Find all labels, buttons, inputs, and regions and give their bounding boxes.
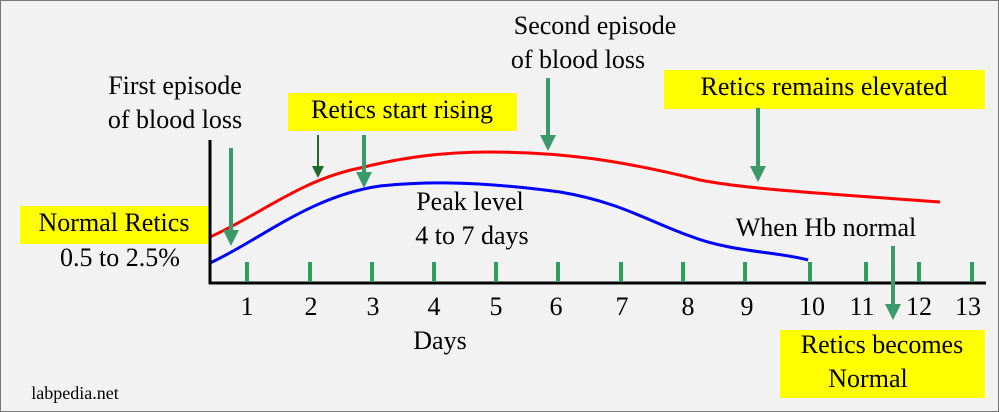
label: Retics becomes (801, 330, 963, 359)
red-curve (209, 150, 941, 239)
highlight-box (664, 70, 985, 109)
x-tick-label: 5 (490, 292, 503, 321)
x-tick-label: 3 (367, 292, 380, 321)
x-tick-label: 4 (428, 292, 441, 321)
annotation: First episode (108, 71, 242, 100)
annotation: 4 to 7 days (415, 221, 528, 250)
blue-curve (209, 181, 809, 265)
annotation: When Hb normal (736, 213, 917, 242)
x-tick-label: 10 (799, 292, 825, 321)
annotation: 0.5 to 2.5% (60, 243, 180, 272)
highlight-box (288, 93, 517, 131)
x-tick-label: 13 (955, 292, 981, 321)
label: Retics start rising (311, 95, 493, 124)
x-tick-label: 11 (849, 292, 874, 321)
x-tick-label: 7 (616, 292, 629, 321)
highlight-box (780, 330, 985, 398)
highlight-box (20, 206, 208, 244)
x-tick-label: 2 (305, 292, 318, 321)
x-tick-label: 6 (550, 292, 563, 321)
annotation: of blood loss (511, 45, 645, 74)
x-tick-label: 9 (741, 292, 754, 321)
label: Normal Retics (39, 208, 190, 237)
x-tick-label: 1 (241, 292, 254, 321)
x-tick-label: 12 (906, 292, 932, 321)
label: Normal (828, 364, 907, 393)
x-tick-label: 8 (682, 292, 695, 321)
annotation: Second episode (514, 11, 676, 40)
label: Retics remains elevated (701, 72, 948, 101)
x-axis-title: Days (413, 326, 466, 355)
source: labpedia.net (31, 383, 118, 403)
annotation: Peak level (416, 187, 524, 216)
annotation: of blood loss (108, 105, 242, 134)
